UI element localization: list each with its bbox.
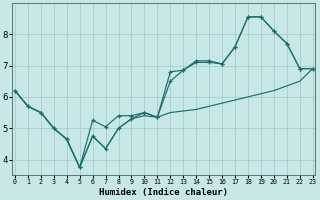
X-axis label: Humidex (Indice chaleur): Humidex (Indice chaleur) [99,188,228,197]
